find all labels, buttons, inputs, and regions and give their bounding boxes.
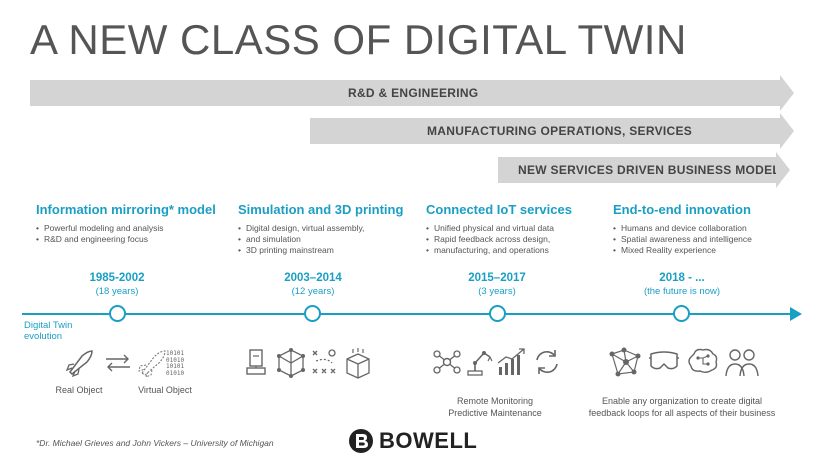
caption-future: Enable any organization to create digita… [582,395,782,419]
period-duration: (the future is now) [643,286,721,297]
column-bullet: Spatial awareness and intelligence [613,234,803,245]
phase-arrow-manufacturing: MANUFACTURING OPERATIONS, SERVICES [310,113,794,149]
column-heading: Information mirroring* model [36,202,216,217]
molecule-network-icon [433,350,461,374]
period-years: 2015–2017 [468,272,526,284]
neural-web-icon [609,347,641,377]
period-years: 1985-2002 [89,272,145,284]
strategy-play-icon [312,349,336,374]
timeline-arrowhead [790,307,802,321]
timeline-label: Digital Twin evolution [24,320,72,342]
column-bullet-continuation: and simulation [238,234,428,245]
phase-arrow-rd: R&D & ENGINEERING [30,75,794,111]
caption-line: Enable any organization to create digita… [601,396,763,406]
column-heading: End-to-end innovation [613,202,751,217]
column-bullet: Powerful modeling and analysis [36,223,226,234]
period-years: 2018 - ... [659,272,705,284]
period-duration: (12 years) [291,286,335,297]
timeline-axis [22,313,792,315]
printer-3d-icon [246,349,266,375]
timeline-node [109,305,126,322]
timeline-label-line: Digital Twin [24,320,73,331]
caption-line: Remote Monitoring [456,396,534,406]
caption-iot: Remote Monitoring Predictive Maintenance [430,395,560,419]
column-bullet: Humans and device collaboration [613,223,803,234]
bowell-logo: BOWELL [348,428,477,454]
period-1985: 1985-2002 (18 years) [57,272,177,297]
column-bullet: Digital design, virtual assembly, [238,223,428,234]
column-heading: Connected IoT services [426,202,572,217]
period-years: 2003–2014 [284,272,342,284]
caption-virtual-object: Virtual Object [138,385,192,395]
column-bullet: Mixed Reality experience [613,245,803,256]
period-duration: (18 years) [95,286,139,297]
people-group-icon [725,349,759,377]
column-bullet: R&D and engineering focus [36,234,226,245]
phase-arrow-new-services: NEW SERVICES DRIVEN BUSINESS MODELS [498,152,790,188]
phase-arrow-label: NEW SERVICES DRIVEN BUSINESS MODELS [518,163,789,177]
column-simulation: Simulation and 3D printing Digital desig… [238,202,428,256]
sync-arrows-icon [106,354,130,372]
bowell-logo-text: BOWELL [379,428,478,453]
column-bullet-continuation: manufacturing, and operations [426,245,616,256]
robot-arm-icon [467,351,493,376]
rocket-icon [65,350,93,378]
bowell-logo-mark-icon [349,429,373,453]
period-duration: (3 years) [478,286,516,297]
cube-network-icon [277,348,305,378]
brain-circuit-icon [688,348,718,373]
period-2018: 2018 - ... (the future is now) [622,272,742,297]
column-bullet: Unified physical and virtual data [426,223,616,234]
column-bullet: 3D printing mainstream [238,245,428,256]
wireframe-rocket-icon [138,350,166,378]
phase-arrow-label: MANUFACTURING OPERATIONS, SERVICES [427,124,693,138]
vr-headset-icon [649,351,679,370]
phase-arrow-label: R&D & ENGINEERING [348,86,479,100]
slide-title: A NEW CLASS OF DIGITAL TWIN [30,16,687,63]
caption-line: Predictive Maintenance [448,408,542,418]
timeline-node [304,305,321,322]
column-end-to-end: End-to-end innovation Humans and device … [613,202,803,256]
binary-code-icon: 10101 01010 10101 01010 [166,350,185,377]
refresh-cycle-icon [536,350,558,374]
column-heading: Simulation and 3D printing [238,202,404,217]
column-information-mirroring: Information mirroring* model Powerful mo… [36,202,226,245]
package-box-icon [346,348,370,379]
timeline-label-line: evolution [24,331,63,342]
footnote: *Dr. Michael Grieves and John Vickers – … [36,438,274,448]
column-bullet: Rapid feedback across design, [426,234,616,245]
caption-real-object: Real Object [55,385,103,395]
column-connected-iot: Connected IoT services Unified physical … [426,202,616,256]
timeline-node [673,305,690,322]
timeline-node [489,305,506,322]
period-2003: 2003–2014 (12 years) [253,272,373,297]
period-2015: 2015–2017 (3 years) [437,272,557,297]
bar-chart-trend-icon [497,348,525,375]
caption-line: feedback loops for all aspects of their … [588,408,776,418]
